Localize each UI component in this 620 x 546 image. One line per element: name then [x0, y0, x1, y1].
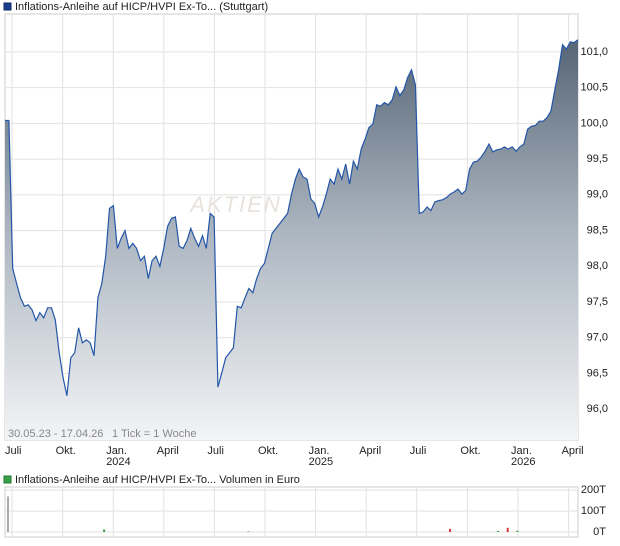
x-tick-label: Jan.	[309, 445, 330, 457]
x-tick-label: April	[359, 445, 381, 457]
tick-note: 1 Tick = 1 Woche	[112, 428, 196, 440]
price-area	[5, 39, 578, 440]
x-tick-label: Juli	[207, 445, 224, 457]
price-line	[5, 39, 579, 396]
x-tick-label: April	[157, 445, 179, 457]
y-tick-label: 99,0	[587, 189, 608, 201]
watermark: AKTIEN	[188, 192, 281, 217]
y-tick-label: 100T	[581, 505, 606, 517]
plot-frame	[4, 486, 579, 538]
volume-bar	[516, 530, 519, 532]
y-tick-label: 96,5	[587, 367, 608, 379]
y-tick-label: 99,5	[587, 153, 608, 165]
x-tick-label: Jan.	[511, 445, 532, 457]
x-tick-label: Okt.	[56, 445, 76, 457]
y-tick-label: 100,5	[580, 82, 608, 94]
y-tick-label: 98,0	[587, 260, 608, 272]
x-tick-label: Okt.	[258, 445, 278, 457]
x-tick-label: Jan.	[106, 445, 127, 457]
volume-bar	[247, 531, 250, 532]
x-tick-label: Juli	[410, 445, 427, 457]
volume-bar	[449, 528, 452, 532]
legend-swatch	[3, 475, 12, 484]
x-year-label: 2025	[309, 456, 333, 468]
chart-title: Inflations-Anleihe auf HICP/HVPI Ex-To..…	[15, 474, 300, 486]
legend-swatch	[3, 2, 12, 11]
x-tick-label: Juli	[5, 445, 22, 457]
volume-panel: 0T 100T 200T	[4, 484, 606, 538]
volume-bar	[506, 527, 509, 532]
y-tick-label: 100,0	[580, 117, 608, 129]
volume-bar	[497, 530, 500, 532]
y-tick-label: 200T	[581, 484, 606, 496]
x-year-label: 2026	[511, 456, 535, 468]
x-year-label: 2024	[106, 456, 130, 468]
y-tick-label: 96,0	[587, 403, 608, 415]
chart-title: Inflations-Anleihe auf HICP/HVPI Ex-To..…	[15, 1, 268, 13]
volume-bar	[103, 529, 106, 532]
y-tick-label: 0T	[593, 526, 606, 538]
date-range: 30.05.23 - 17.04.26	[8, 428, 103, 440]
y-tick-label: 97,5	[587, 296, 608, 308]
volume-bar	[7, 496, 9, 532]
x-tick-label: Okt.	[460, 445, 480, 457]
x-tick-label: April	[562, 445, 584, 457]
y-tick-label: 101,0	[580, 46, 608, 58]
y-tick-label: 97,0	[587, 332, 608, 344]
y-tick-label: 98,5	[587, 224, 608, 236]
